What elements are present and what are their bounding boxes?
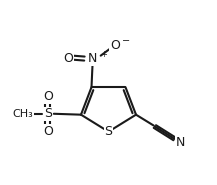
Text: −: − — [122, 36, 130, 46]
Text: O: O — [43, 125, 53, 138]
Text: S: S — [105, 125, 112, 138]
Text: N: N — [88, 52, 97, 65]
Text: +: + — [100, 51, 107, 59]
Text: CH₃: CH₃ — [13, 109, 34, 119]
Text: O: O — [43, 90, 53, 103]
Text: S: S — [44, 107, 52, 120]
Text: N: N — [176, 136, 185, 149]
Text: O: O — [110, 39, 120, 52]
Text: O: O — [63, 51, 73, 65]
